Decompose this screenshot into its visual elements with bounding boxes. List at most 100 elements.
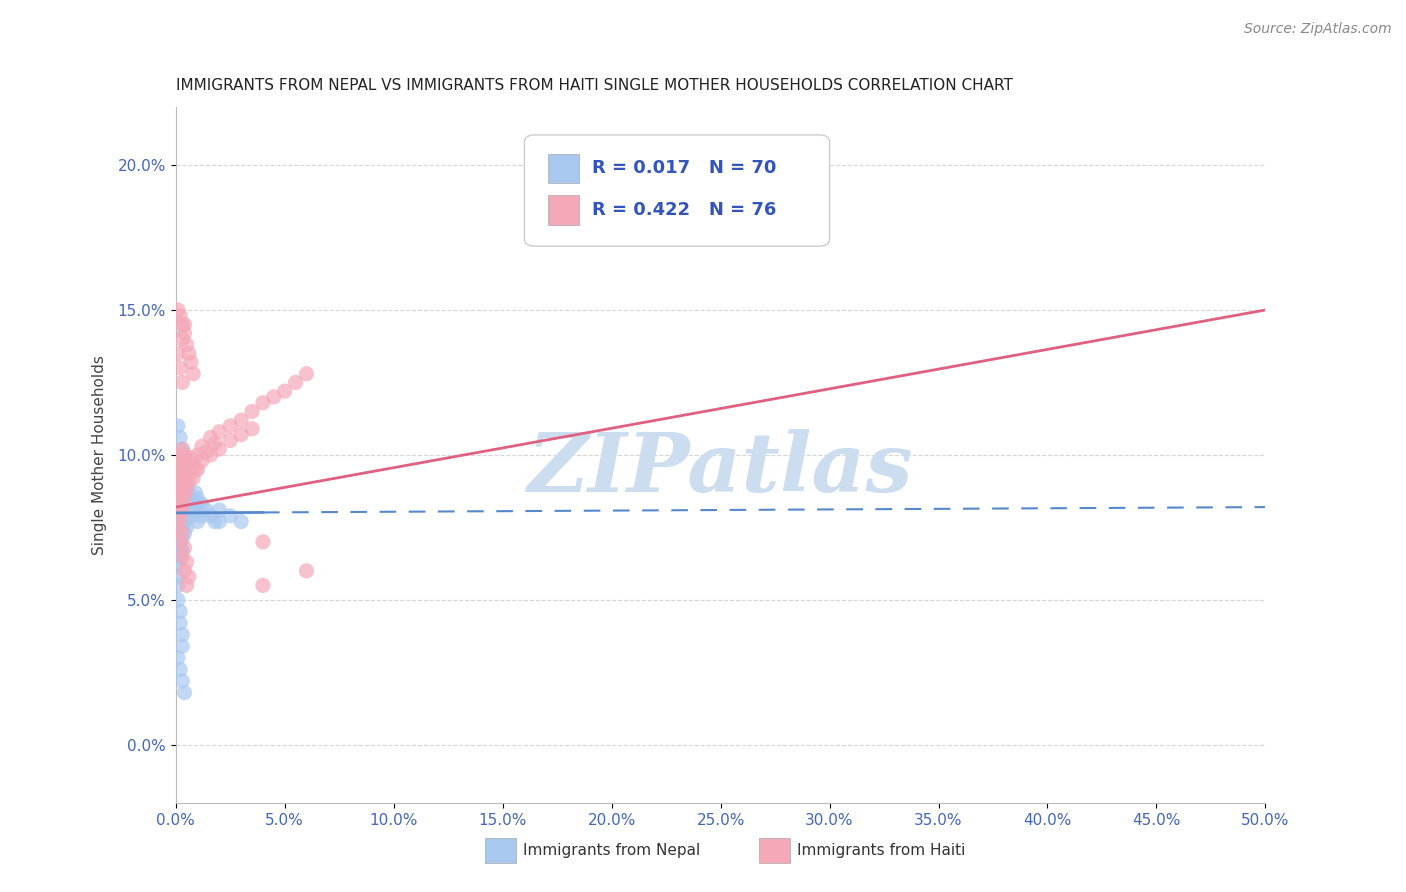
Point	[184, 497, 207, 511]
Point	[172, 497, 194, 511]
Point	[204, 436, 226, 450]
Point	[172, 485, 194, 500]
Text: ZIPatlas: ZIPatlas	[527, 429, 914, 508]
Point	[231, 515, 253, 529]
Point	[180, 450, 202, 465]
Point	[167, 462, 190, 476]
Point	[172, 457, 194, 471]
Point	[186, 515, 209, 529]
Point	[173, 491, 195, 506]
Point	[173, 453, 195, 467]
Point	[240, 422, 263, 436]
Point	[252, 534, 274, 549]
Point	[180, 503, 202, 517]
Point	[169, 506, 191, 520]
Point	[172, 468, 194, 483]
Point	[167, 476, 190, 491]
Point	[173, 526, 195, 541]
Point	[177, 508, 200, 523]
Point	[167, 418, 190, 433]
Point	[172, 639, 194, 653]
Point	[200, 448, 222, 462]
Point	[204, 515, 226, 529]
Point	[252, 578, 274, 592]
Point	[167, 491, 190, 506]
Point	[176, 555, 198, 569]
Point	[169, 483, 191, 497]
Point	[173, 541, 195, 555]
Point	[176, 453, 198, 467]
Point	[167, 489, 190, 503]
Point	[195, 503, 218, 517]
Point	[167, 346, 190, 360]
Point	[167, 534, 190, 549]
Point	[219, 418, 242, 433]
Point	[169, 615, 191, 630]
Point	[177, 570, 200, 584]
Point	[173, 515, 195, 529]
Point	[169, 430, 191, 444]
Point	[172, 526, 194, 541]
Point	[295, 367, 318, 381]
Text: IMMIGRANTS FROM NEPAL VS IMMIGRANTS FROM HAITI SINGLE MOTHER HOUSEHOLDS CORRELAT: IMMIGRANTS FROM NEPAL VS IMMIGRANTS FROM…	[176, 78, 1012, 94]
Point	[181, 457, 204, 471]
Point	[167, 476, 190, 491]
Point	[167, 466, 190, 480]
Point	[169, 541, 191, 555]
Point	[191, 453, 214, 467]
Point	[191, 439, 214, 453]
Point	[186, 491, 209, 506]
Text: R = 0.422   N = 76: R = 0.422 N = 76	[592, 201, 776, 219]
Point	[172, 508, 194, 523]
Point	[274, 384, 297, 398]
Point	[180, 466, 202, 480]
Point	[169, 360, 191, 375]
Point	[169, 534, 191, 549]
Point	[173, 685, 195, 699]
Point	[167, 651, 190, 665]
Point	[172, 318, 194, 332]
Point	[172, 520, 194, 534]
Point	[169, 468, 191, 483]
Point	[172, 376, 194, 390]
FancyBboxPatch shape	[524, 135, 830, 246]
Point	[173, 462, 195, 476]
Text: Immigrants from Nepal: Immigrants from Nepal	[523, 844, 700, 858]
Point	[200, 430, 222, 444]
Point	[176, 480, 198, 494]
Point	[169, 471, 191, 485]
Point	[169, 605, 191, 619]
Point	[167, 546, 190, 561]
Point	[173, 564, 195, 578]
Point	[169, 552, 191, 566]
Text: Source: ZipAtlas.com: Source: ZipAtlas.com	[1244, 22, 1392, 37]
Point	[181, 367, 204, 381]
Point	[169, 453, 191, 467]
Point	[169, 517, 191, 532]
Point	[184, 485, 207, 500]
Point	[186, 448, 209, 462]
Point	[181, 497, 204, 511]
Point	[231, 413, 253, 427]
Point	[167, 592, 190, 607]
Point	[200, 508, 222, 523]
Point	[181, 508, 204, 523]
Text: Immigrants from Haiti: Immigrants from Haiti	[797, 844, 966, 858]
Point	[173, 476, 195, 491]
Point	[252, 395, 274, 409]
Point	[177, 459, 200, 474]
Point	[169, 494, 191, 508]
Point	[172, 549, 194, 564]
Point	[173, 491, 195, 506]
Text: R = 0.017   N = 70: R = 0.017 N = 70	[592, 160, 776, 178]
Point	[180, 355, 202, 369]
Point	[167, 302, 190, 317]
Point	[173, 448, 195, 462]
Point	[180, 491, 202, 506]
Point	[176, 337, 198, 351]
Point	[231, 427, 253, 442]
Point	[176, 466, 198, 480]
Point	[172, 500, 194, 514]
Point	[284, 376, 307, 390]
Point	[169, 309, 191, 323]
